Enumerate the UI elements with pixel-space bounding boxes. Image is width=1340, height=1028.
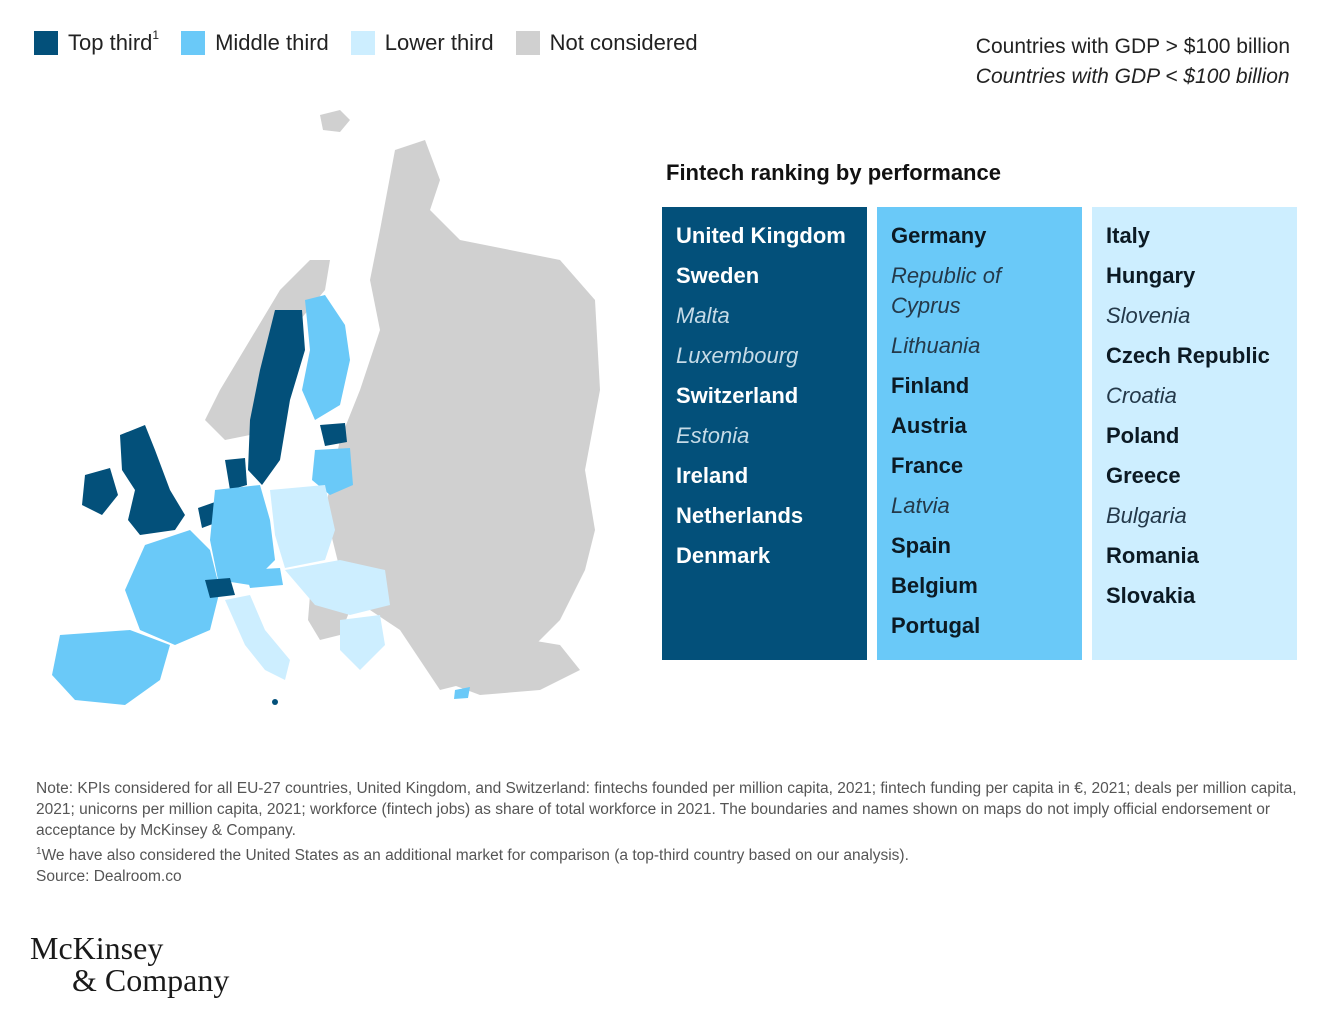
map-region-malta (272, 699, 278, 705)
country-entry: Belgium (891, 573, 978, 598)
map-region-france (125, 530, 220, 645)
country-entry: Sweden (676, 263, 760, 288)
legend-label-middle-third: Middle third (215, 30, 329, 55)
country-entry: Lithuania (891, 333, 981, 358)
map-region-baltics (312, 448, 353, 495)
country-entry: Poland (1106, 423, 1180, 448)
country-entry: Malta (676, 303, 730, 328)
country-entry: Republic of Cyprus (891, 263, 1002, 318)
country-entry: Latvia (891, 493, 950, 518)
map-region-germany (210, 485, 275, 585)
country-entry: Luxembourg (676, 343, 799, 368)
country-entry: Czech Republic (1106, 343, 1270, 368)
map-region-ireland (82, 468, 118, 515)
logo-line-1: McKinsey (30, 930, 164, 966)
notes-block: Note: KPIs considered for all EU-27 coun… (36, 778, 1306, 887)
source-text: Source: Dealroom.co (36, 868, 182, 886)
legend-label-not-considered: Not considered (549, 30, 698, 55)
country-entry: Germany (891, 223, 987, 248)
legend-label-top-third: Top third1 (68, 28, 160, 55)
map-region-finland (302, 295, 350, 420)
country-entry: Slovenia (1106, 303, 1191, 328)
map-region-not-considered-east (325, 140, 600, 690)
legend-swatch-top-third (34, 31, 58, 55)
ranking-title: Fintech ranking by performance (666, 160, 1001, 185)
mckinsey-logo: McKinsey & Company (30, 932, 229, 996)
note-text: Note: KPIs considered for all EU-27 coun… (36, 780, 1297, 839)
map-region-not-considered-iceland (320, 110, 350, 132)
legend-item-not-considered: Not considered (515, 30, 698, 56)
country-entry: Hungary (1106, 263, 1196, 288)
gdp-key: Countries with GDP > $100 billion Countr… (976, 32, 1290, 92)
map-region-switzerland (205, 578, 235, 598)
ranking-column-lower-third: Italy Hungary Slovenia Czech Republic Croati… (1092, 207, 1297, 660)
country-entry: Netherlands (676, 503, 804, 528)
country-entry: Estonia (676, 423, 750, 448)
country-entry: Italy (1106, 223, 1151, 248)
map-region-estonia (320, 423, 347, 446)
map-region-austria (245, 568, 283, 588)
country-entry: Spain (891, 533, 951, 558)
country-entry: Portugal (891, 613, 981, 638)
europe-map (52, 110, 600, 705)
country-entry: Switzerland (676, 383, 799, 408)
map-region-central-east (285, 560, 390, 615)
legend-swatch-middle-third (181, 31, 206, 55)
map-region-united-kingdom (120, 425, 185, 535)
country-entry: Greece (1106, 463, 1181, 488)
map-region-not-considered-turkey (435, 635, 580, 695)
map-region-iberia (52, 630, 170, 705)
country-entry: France (891, 453, 964, 478)
country-entry: Austria (891, 413, 967, 438)
country-entry: Ireland (676, 463, 749, 488)
map-region-cyprus (454, 687, 470, 699)
legend-item-lower-third: Lower third (350, 30, 494, 56)
ranking-column-top-third: United Kingdom Sweden Malta Luxembourg Switz… (662, 207, 867, 660)
legend: Top third1 Middle third Lower third Not … (34, 28, 720, 56)
country-entry: Finland (891, 373, 970, 398)
footnote: 1We have also considered the United Stat… (36, 846, 909, 865)
gdp-key-small: Countries with GDP < $100 billion (975, 65, 1290, 88)
country-entry: United Kingdom (676, 223, 846, 248)
map-region-denmark (225, 458, 247, 490)
country-entry: Bulgaria (1106, 503, 1187, 528)
ranking-column-middle-third: Germany Republic of Cyprus Lithuania Finlan… (877, 207, 1082, 660)
map-region-greece (340, 615, 385, 670)
legend-swatch-not-considered (515, 31, 540, 55)
map-region-poland (270, 485, 335, 568)
country-entry: Slovakia (1106, 583, 1196, 608)
legend-swatch-lower-third (350, 31, 375, 55)
gdp-key-large: Countries with GDP > $100 billion (975, 35, 1290, 58)
country-entry: Romania (1106, 543, 1199, 568)
country-entry: Croatia (1106, 383, 1177, 408)
logo-line-2: & Company (72, 962, 230, 998)
country-entry: Denmark (676, 543, 771, 568)
map-region-italy (225, 595, 290, 680)
map-region-sweden (248, 310, 305, 485)
legend-item-middle-third: Middle third (181, 30, 329, 56)
legend-item-top-third: Top third1 (34, 28, 160, 56)
legend-label-lower-third: Lower third (384, 30, 494, 55)
